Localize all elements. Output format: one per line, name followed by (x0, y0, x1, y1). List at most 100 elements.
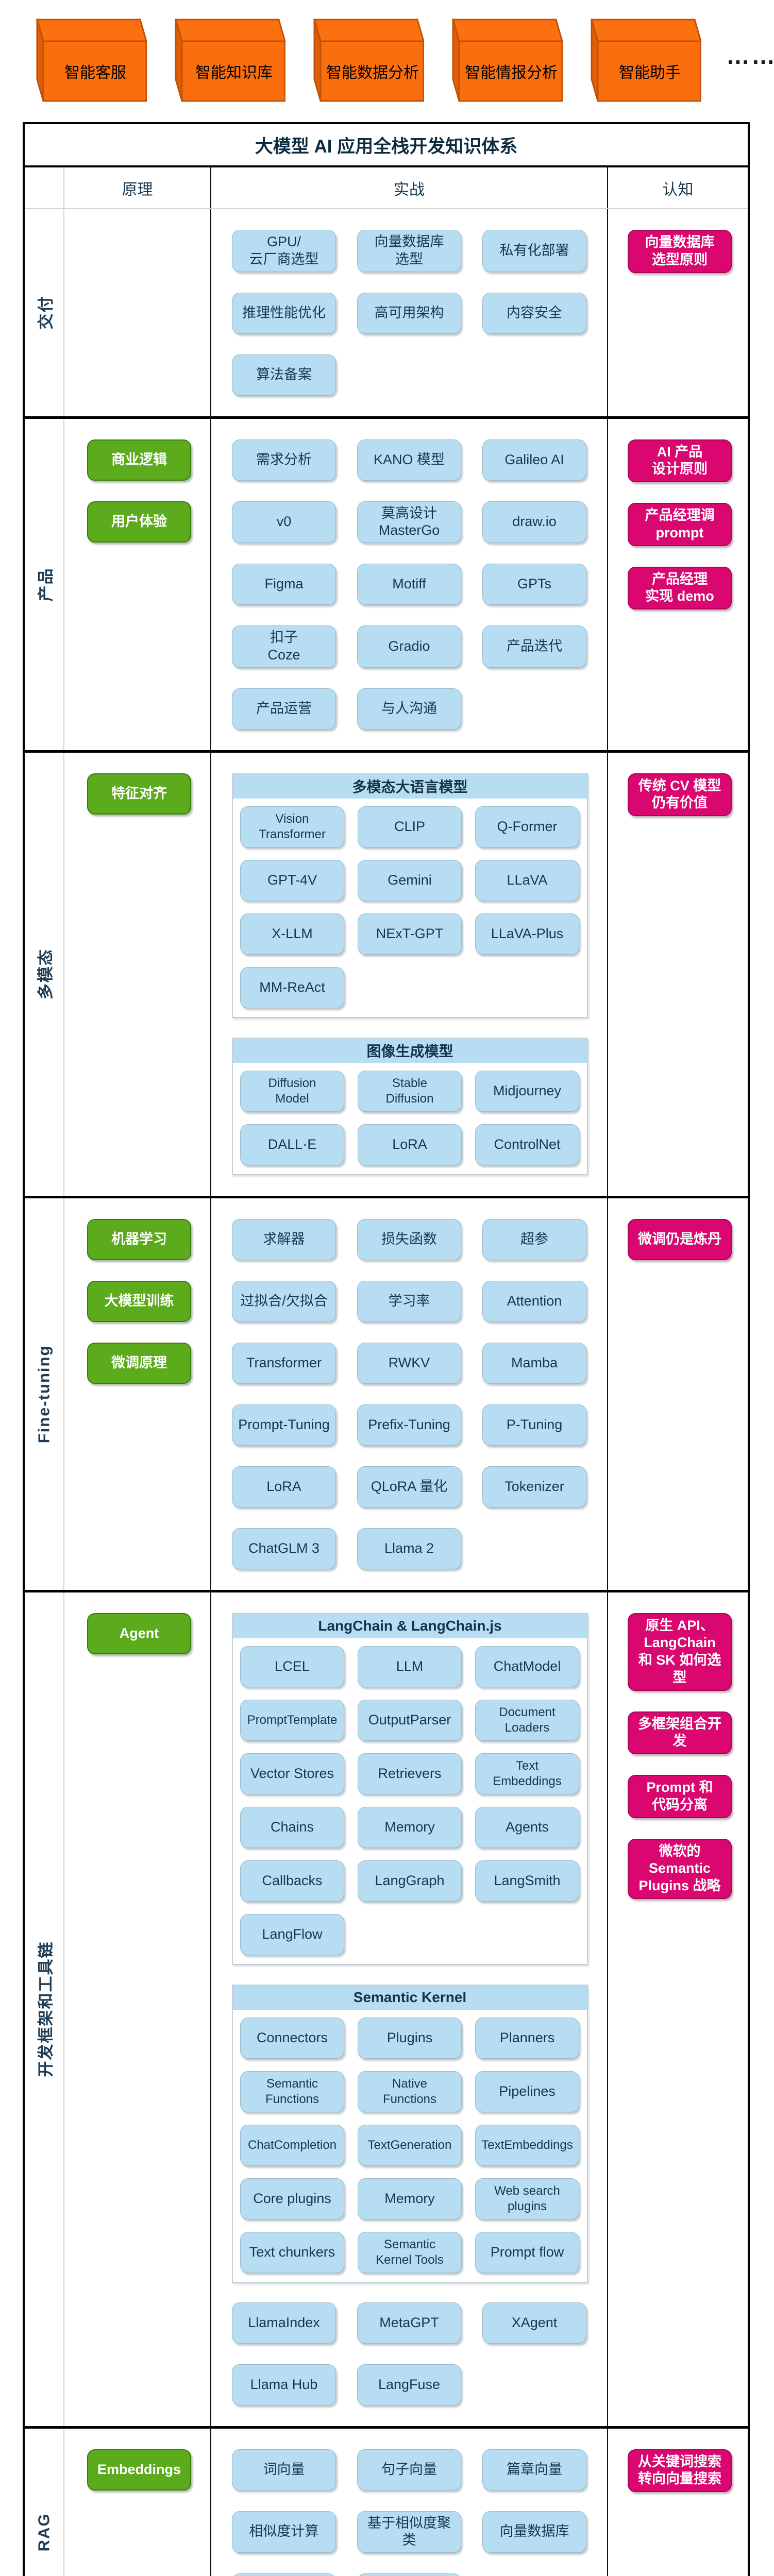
practice-cell: LangChain & LangChain.js LCEL LLM ChatModel… (211, 1592, 608, 2426)
practice-node: GPT-4V (240, 859, 344, 901)
practice-node: Vector Stores (240, 1753, 344, 1794)
practice-node: Memory (358, 2178, 462, 2219)
practice-node: v0 (232, 501, 336, 543)
practice-node: ChatGLM 3 (232, 1528, 336, 1569)
practice-node: 向量数据库 (482, 2511, 586, 2553)
practice-node: 损失函数 (357, 1218, 461, 1260)
practice-node: Mamba (482, 1342, 586, 1384)
practice-node: Document Loaders (475, 1699, 579, 1741)
cognition-cell: 从关键词搜索 转向向量搜索 (608, 2429, 748, 2576)
row-label: RAG (35, 2513, 53, 2552)
practice-node: Transformer (232, 1342, 336, 1384)
practice-group-grid: Diffusion Model Stable Diffusion Midjourne… (233, 1063, 587, 1174)
practice-node: Tokenizer (482, 1466, 586, 1507)
row-label: Fine-tuning (35, 1345, 53, 1443)
column-header-spacer (25, 167, 64, 208)
app-cube: 智能客服 (30, 19, 147, 102)
app-cube: 智能助手 (584, 19, 701, 102)
practice-node: 莫高设计 MasterGo (357, 501, 461, 543)
practice-node: ChatCompletion (240, 2124, 344, 2166)
practice-node: Prompt flow (475, 2231, 579, 2273)
practice-cell: 求解器 损失函数 超参 过拟合/欠拟合 学习率 Attention Transformer R… (211, 1198, 608, 1590)
row-label: 产品 (37, 567, 55, 601)
app-cube-label: 智能数据分析 (326, 64, 419, 81)
practice-node: TextEmbeddings (475, 2124, 579, 2166)
practice-node: 私有化部署 (482, 230, 586, 272)
practice-group-grid: LCEL LLM ChatModel PromptTemplate OutputPars… (233, 1638, 587, 1964)
practice-node: 内容安全 (482, 292, 586, 334)
app-cube-label: 智能助手 (619, 64, 681, 81)
practice-node: Native Functions (358, 2071, 462, 2112)
practice-node: 向量化模型比 较 (232, 2573, 336, 2576)
app-cube-label: 智能知识库 (195, 64, 273, 81)
practice-node: LangSmith (475, 1860, 579, 1902)
practice-group-title: 多模态大语言模型 (233, 774, 587, 799)
practice-group-title: Semantic Kernel (233, 1985, 587, 2010)
app-cube-label: 智能情报分析 (465, 64, 558, 81)
practice-node: 算法备案 (232, 354, 336, 396)
practice-node: Prefix-Tuning (357, 1404, 461, 1446)
column-header-practice: 实战 (211, 167, 608, 208)
app-cubes-row: 智能客服 智能知识库 智能数据分析 智能情报分析 智能助手 …… (30, 19, 774, 102)
table-row: 产品 商业逻辑 用户体验 需求分析 KANO 模型 Galileo AI v0 莫高设计 … (25, 418, 748, 753)
practice-node: DALL·E (240, 1124, 344, 1165)
practice-node: 词向量 (232, 2449, 336, 2490)
practice-node: Text Embeddings (475, 1753, 579, 1794)
practice-node: Prompt-Tuning (232, 1404, 336, 1446)
principle-node: 特征对齐 (87, 773, 191, 815)
knowledge-table: 大模型 AI 应用全栈开发知识体系 原理 实战 认知 交付 GPU/ 云厂商选型… (23, 122, 750, 2576)
practice-node: LLaVA-Plus (475, 913, 579, 955)
practice-node: XAgent (482, 2302, 586, 2344)
practice-node: Llama 2 (357, 1528, 461, 1569)
row-label-cell: 多模态 (25, 752, 64, 1196)
cognition-node: 向量数据库 选型原则 (628, 230, 732, 273)
practice-group-title: 图像生成模型 (233, 1038, 587, 1063)
cognition-node: 传统 CV 模型 仍有价值 (628, 773, 732, 816)
practice-node: Planners (475, 2017, 579, 2059)
app-cube: 智能知识库 (169, 19, 285, 102)
cognition-cell: 微调仍是炼丹 (608, 1198, 748, 1590)
table-body: 交付 GPU/ 云厂商选型 向量数据库 选型 私有化部署 推理性能优化 高可用架构 内容安… (25, 209, 748, 2576)
practice-node: RWKV (357, 1342, 461, 1384)
practice-node: Callbacks (240, 1860, 344, 1902)
practice-node: LoRA (232, 1466, 336, 1507)
practice-node: CLIP (358, 806, 462, 848)
practice-node: Web search plugins (475, 2178, 579, 2219)
column-header-principle: 原理 (64, 167, 211, 208)
practice-node: ChatModel (475, 1646, 579, 1687)
cognition-node: 从关键词搜索 转向向量搜索 (628, 2449, 732, 2492)
practice-grid: LlamaIndex MetaGPT XAgent Llama Hub LangFuse (232, 2302, 597, 2405)
practice-node: P-Tuning (482, 1404, 586, 1446)
practice-group-grid: Connectors Plugins Planners Semantic Functi… (233, 2010, 587, 2282)
app-cube: 智能数据分析 (307, 19, 424, 102)
practice-node: LangFuse (357, 2364, 461, 2405)
more-apps-ellipsis: …… (726, 42, 774, 69)
practice-node: Gradio (357, 625, 461, 668)
row-label: 多模态 (37, 948, 55, 999)
table-row: 交付 GPU/ 云厂商选型 向量数据库 选型 私有化部署 推理性能优化 高可用架构 内容安… (25, 209, 748, 419)
principle-cell: Embeddings (64, 2428, 211, 2576)
row-label-cell: 开发框架和工具链 (25, 1592, 64, 2426)
practice-node: GPTs (482, 564, 586, 605)
practice-node: GPU/ 云厂商选型 (232, 230, 336, 272)
practice-node: Core plugins (240, 2178, 344, 2219)
practice-node: Text chunkers (240, 2231, 344, 2273)
practice-node: LoRA (358, 1124, 462, 1165)
practice-group-container: 多模态大语言模型 Vision Transformer CLIP Q-Former GP… (232, 773, 588, 1018)
practice-node: LLaVA (475, 859, 579, 901)
practice-node: 句子向量 (357, 2449, 461, 2490)
cognition-node: Prompt 和 代码分离 (628, 1775, 732, 1818)
practice-node: MM-ReAct (240, 967, 344, 1008)
practice-node: 需求分析 (232, 439, 336, 481)
practice-node: 产品迭代 (482, 625, 586, 668)
cognition-node: 产品经理 实现 demo (628, 566, 732, 609)
cognition-cell: AI 产品 设计原则 产品经理调 prompt 产品经理 实现 demo (608, 419, 748, 750)
table-row: 多模态 特征对齐 多模态大语言模型 Vision Transformer CLIP Q… (25, 752, 748, 1198)
principle-cell: 特征对齐 (64, 752, 211, 1196)
practice-node: 向量数据库 选型 (357, 230, 461, 272)
practice-node: Galileo AI (482, 439, 586, 481)
practice-node: Stable Diffusion (358, 1070, 462, 1112)
practice-node: LangGraph (358, 1860, 462, 1902)
practice-node: Plugins (358, 2017, 462, 2059)
